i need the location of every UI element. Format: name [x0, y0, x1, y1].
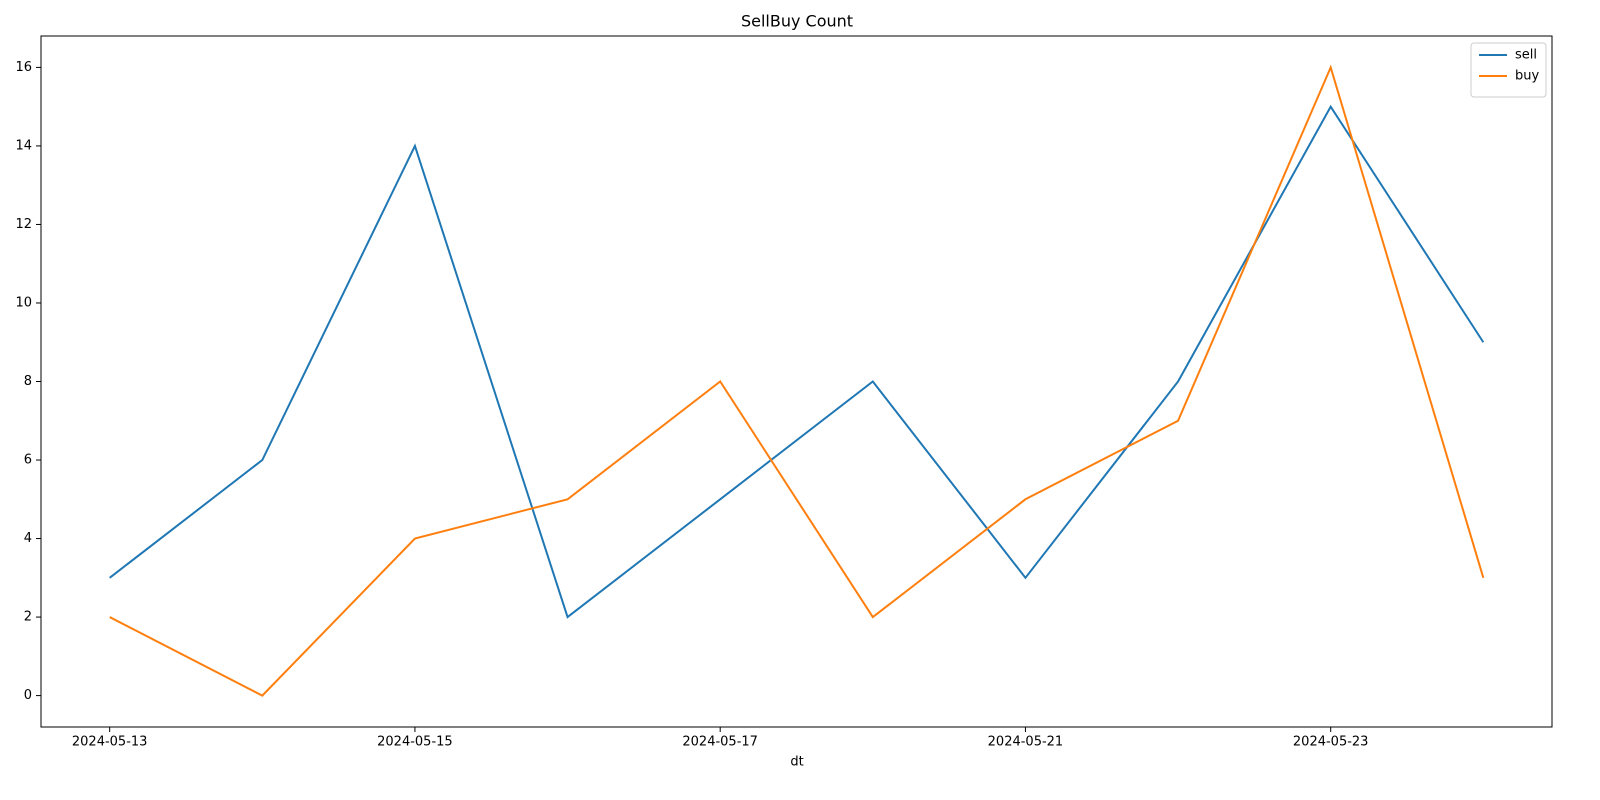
y-tick-label: 6 [24, 453, 32, 468]
legend-box [1470, 42, 1547, 98]
y-tick-label: 16 [15, 60, 32, 75]
x-tick-label: 2024-05-21 [988, 735, 1064, 750]
y-tick-label: 2 [24, 610, 32, 625]
plot-frame [40, 35, 1553, 728]
y-tick-label: 12 [15, 217, 32, 232]
x-tick-label: 2024-05-23 [1293, 735, 1369, 750]
y-tick-label: 10 [15, 295, 32, 310]
x-tick-label: 2024-05-15 [377, 735, 453, 750]
y-tick-label: 0 [24, 688, 32, 703]
legend-label: buy [1515, 69, 1539, 84]
y-tick-label: 8 [24, 374, 32, 389]
legend-label: sell [1515, 48, 1537, 63]
x-tick-label: 2024-05-13 [72, 735, 148, 750]
y-tick-label: 4 [24, 531, 32, 546]
chart-title: SellBuy Count [741, 12, 853, 31]
y-tick-label: 14 [15, 138, 32, 153]
series-line [109, 64, 1485, 697]
x-tick-label: 2024-05-17 [682, 735, 758, 750]
x-axis-label: dt [790, 755, 803, 770]
